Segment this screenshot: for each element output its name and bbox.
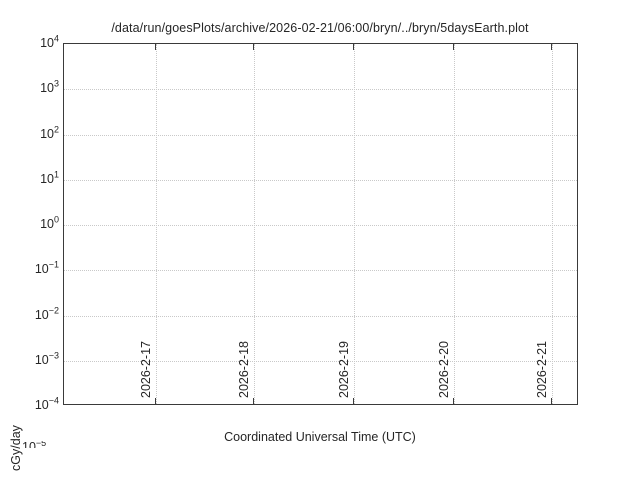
y-axis-tick-label: 103: [40, 78, 59, 96]
y-axis-tick-label-clipped: 10−5: [22, 441, 46, 448]
y-tick-exponent: 4: [53, 33, 59, 44]
y-tick-exponent: −4: [48, 395, 59, 406]
x-axis-tick-label: 2026-2-18: [237, 341, 251, 398]
x-axis-title: Coordinated Universal Time (UTC): [224, 430, 416, 444]
x-axis-tick-mark: [453, 398, 454, 405]
y-axis-tick-label: 10−3: [34, 351, 59, 367]
gridline-horizontal: [64, 179, 577, 181]
x-axis-tick-mark: [551, 398, 552, 405]
y-axis-tick-label: 101: [40, 170, 59, 186]
y-tick-exponent: 0: [53, 214, 59, 225]
y-tick-mantissa: 10: [34, 262, 49, 277]
gridline-vertical: [552, 44, 553, 404]
gridline-horizontal: [64, 315, 577, 317]
gridline-vertical: [156, 44, 157, 404]
chart-title: /data/run/goesPlots/archive/2026-02-21/0…: [111, 21, 529, 35]
x-axis-tick-mark-top: [155, 43, 156, 50]
y-axis-tick-label: 10−4: [34, 395, 59, 412]
x-axis-tick-mark: [253, 398, 254, 405]
y-tick-exponent: −1: [48, 259, 59, 270]
x-axis-tick-label: 2026-2-20: [437, 341, 451, 398]
gridline-horizontal: [64, 134, 577, 136]
gridline-vertical: [454, 44, 455, 404]
y-tick-exponent: 3: [53, 78, 59, 89]
x-axis-tick-mark: [155, 398, 156, 405]
plot-inner: [64, 44, 577, 404]
y-tick-exponent: 2: [53, 124, 59, 135]
plot-area: [63, 43, 578, 405]
gridline-vertical: [254, 44, 255, 404]
y-axis-tick-label: 102: [40, 124, 59, 141]
y-tick-mantissa: 10: [40, 81, 54, 96]
y-tick-exponent: −2: [48, 305, 59, 316]
gridline-vertical: [354, 44, 355, 404]
x-axis-tick-mark-top: [253, 43, 254, 50]
chart-figure: /data/run/goesPlots/archive/2026-02-21/0…: [9, 21, 578, 471]
gridline-horizontal: [64, 89, 577, 91]
y-axis-tick-label: 10−1: [34, 259, 59, 277]
x-axis-tick-label: 2026-2-17: [139, 341, 153, 398]
y-axis-tick-label: 10−2: [34, 305, 59, 322]
x-axis-tick-label: 2026-2-19: [337, 341, 351, 398]
y-tick-exponent: 1: [53, 169, 59, 180]
y-tick-mantissa: 10: [22, 441, 36, 448]
x-axis-tick-mark-top: [453, 43, 454, 50]
y-tick-mantissa: 10: [40, 171, 54, 186]
y-axis-tick-label: 104: [40, 33, 59, 50]
y-axis-tick-label: 100: [40, 214, 59, 231]
y-tick-mantissa: 10: [34, 307, 49, 322]
y-tick-mantissa: 10: [40, 216, 54, 231]
x-axis-tick-label: 2026-2-21: [535, 341, 549, 398]
gridline-horizontal: [64, 360, 577, 362]
y-tick-mantissa: 10: [34, 352, 49, 367]
y-axis-title: cGy/day: [9, 425, 23, 471]
y-tick-mantissa: 10: [40, 126, 54, 141]
y-tick-exponent: −5: [35, 441, 47, 448]
gridline-horizontal: [64, 225, 577, 226]
y-tick-mantissa: 10: [34, 397, 49, 412]
gridline-horizontal: [64, 270, 577, 272]
x-axis-tick-mark-top: [353, 43, 354, 50]
y-tick-mantissa: 10: [40, 35, 54, 50]
x-axis-tick-mark-top: [551, 43, 552, 50]
x-axis-tick-mark: [353, 398, 354, 405]
y-tick-exponent: −3: [48, 350, 59, 361]
